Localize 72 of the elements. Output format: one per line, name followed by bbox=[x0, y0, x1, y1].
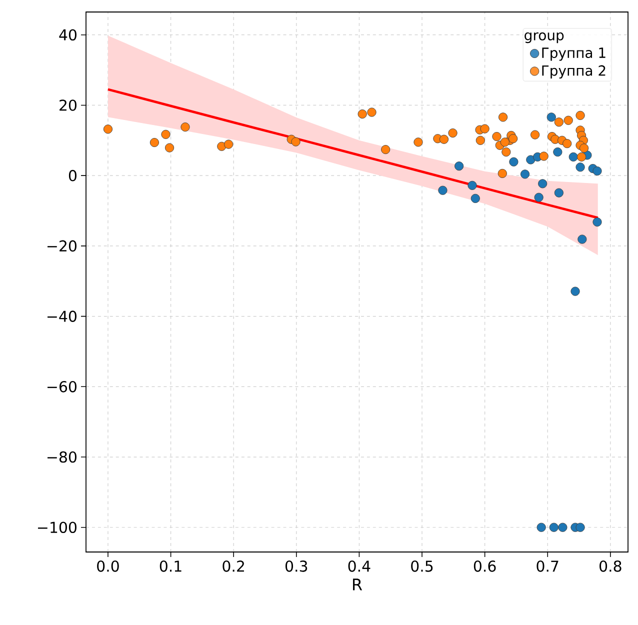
y-tick-label: −100 bbox=[38, 522, 76, 534]
x-tick-label: 0.4 bbox=[348, 560, 370, 572]
point bbox=[358, 109, 367, 119]
point bbox=[438, 186, 448, 195]
point bbox=[180, 122, 190, 132]
point bbox=[103, 124, 113, 134]
point bbox=[291, 137, 300, 146]
point bbox=[554, 188, 564, 198]
point bbox=[414, 138, 423, 147]
point bbox=[576, 152, 586, 162]
y-tick-label: −40 bbox=[48, 310, 76, 322]
y-tick-label: −60 bbox=[48, 381, 76, 392]
point bbox=[470, 194, 480, 203]
point bbox=[367, 108, 376, 117]
point bbox=[592, 217, 602, 227]
point bbox=[508, 134, 518, 144]
point bbox=[534, 192, 544, 202]
point bbox=[224, 140, 234, 149]
point bbox=[538, 179, 548, 188]
x-tick-label: 0.1 bbox=[160, 560, 182, 572]
x-tick-label: 0.2 bbox=[222, 560, 244, 572]
y-tick-label: 20 bbox=[60, 100, 76, 111]
point bbox=[439, 134, 449, 144]
legend-title: group bbox=[524, 32, 564, 44]
x-tick-label: 0.3 bbox=[286, 560, 308, 572]
point bbox=[161, 130, 170, 139]
point bbox=[564, 116, 573, 125]
point bbox=[454, 162, 464, 171]
point bbox=[570, 286, 580, 296]
point bbox=[526, 155, 536, 164]
point bbox=[546, 112, 556, 122]
y-tick-label: 40 bbox=[59, 29, 76, 41]
legend-label: Группа 2 bbox=[542, 65, 606, 79]
point bbox=[554, 118, 564, 127]
y-tick-label: 0 bbox=[68, 170, 76, 182]
point bbox=[448, 128, 458, 138]
point bbox=[476, 136, 485, 145]
point bbox=[576, 162, 585, 172]
point bbox=[492, 132, 502, 142]
point bbox=[164, 143, 174, 152]
point bbox=[502, 147, 511, 157]
point bbox=[576, 522, 585, 532]
point bbox=[553, 147, 562, 157]
point bbox=[536, 522, 546, 532]
point bbox=[530, 130, 540, 140]
point bbox=[500, 138, 510, 147]
point bbox=[578, 234, 587, 244]
point bbox=[509, 157, 518, 166]
point bbox=[150, 138, 160, 148]
x-tick-label: 0.8 bbox=[600, 560, 622, 572]
y-tick-label: −20 bbox=[48, 240, 76, 252]
point bbox=[520, 170, 530, 179]
point bbox=[549, 522, 558, 532]
x-axis-title: R bbox=[353, 578, 362, 590]
point bbox=[381, 144, 390, 154]
point bbox=[576, 110, 585, 120]
point bbox=[568, 152, 578, 162]
point bbox=[579, 144, 589, 153]
point bbox=[468, 180, 477, 190]
point bbox=[558, 522, 568, 532]
y-tick-label: −80 bbox=[48, 451, 76, 463]
x-tick-label: 0.5 bbox=[411, 560, 433, 572]
point bbox=[498, 112, 508, 122]
x-tick-label: 0.7 bbox=[536, 560, 558, 572]
point bbox=[539, 152, 548, 161]
point bbox=[592, 166, 602, 176]
point bbox=[498, 168, 507, 178]
x-tick-label: 0.6 bbox=[474, 560, 496, 572]
point bbox=[480, 124, 490, 134]
x-tick-label: 0.0 bbox=[97, 560, 119, 572]
legend-label: Группа 1 bbox=[542, 48, 606, 61]
point bbox=[562, 139, 572, 148]
